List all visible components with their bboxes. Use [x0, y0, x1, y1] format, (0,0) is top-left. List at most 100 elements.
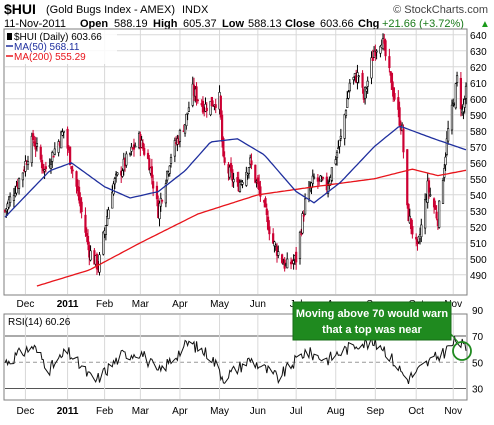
candle-body — [330, 167, 334, 181]
candle-body — [125, 153, 128, 166]
candle-body — [187, 107, 190, 112]
rsi-x-tick-label: Dec — [17, 406, 35, 417]
candle-body — [107, 209, 110, 220]
price-tick-label: 630 — [470, 47, 487, 58]
price-legend-swatch — [7, 33, 12, 40]
index-name: (Gold Bugs Index - AMEX) — [46, 4, 175, 16]
quote-date: 11-Nov-2011 — [4, 18, 66, 30]
low-label: Low — [222, 18, 244, 30]
candle-body — [298, 231, 302, 259]
candle-body — [62, 130, 65, 133]
close-value: 603.66 — [320, 18, 354, 30]
candle-body — [334, 159, 337, 165]
candle-body — [379, 46, 382, 54]
candle-body — [15, 185, 18, 194]
candle-body — [429, 194, 432, 197]
candle-body — [343, 114, 346, 139]
candle-body — [384, 40, 387, 57]
exchange-label: INDX — [182, 4, 209, 16]
candle-body — [169, 157, 173, 164]
open-value: 588.19 — [114, 18, 148, 30]
candle-body — [447, 128, 450, 142]
candle-body — [455, 75, 459, 83]
rsi-x-tick-label: Jun — [250, 406, 266, 417]
annotation-text: Moving above 70 would warn that a top was… — [296, 308, 448, 336]
high-label: High — [153, 18, 178, 30]
price-tick-label: 640 — [470, 31, 487, 42]
rsi-x-tick-label: Mar — [132, 406, 150, 417]
candle-body — [113, 178, 116, 185]
price-x-tick-label: Apr — [172, 299, 188, 310]
candle-body — [321, 177, 325, 179]
candle-body — [264, 198, 267, 208]
candle-body — [366, 80, 369, 87]
candle-body — [209, 100, 212, 115]
candle-body — [398, 107, 401, 126]
candle-body — [393, 92, 396, 100]
legend-ma50: MA(50) 568.11 — [14, 42, 80, 53]
candle-body — [168, 165, 171, 174]
price-x-tick-label: 2011 — [57, 299, 79, 310]
candle-body — [375, 50, 378, 53]
rsi-x-tick-label: Apr — [172, 406, 188, 417]
candle-body — [205, 107, 208, 112]
candle-body — [210, 96, 213, 107]
price-tick-label: 540 — [470, 191, 487, 202]
candle-body — [84, 214, 87, 233]
rsi-x-tick-label: Feb — [96, 406, 114, 417]
candle-body — [415, 236, 418, 240]
candle-body — [338, 139, 341, 147]
candle-body — [195, 86, 198, 102]
price-tick-label: 570 — [470, 143, 487, 154]
open-label: Open — [80, 18, 108, 30]
candle-body — [357, 75, 360, 78]
annotation-line: that a top was near — [322, 324, 422, 336]
candle-body — [17, 178, 21, 189]
candle-body — [102, 231, 105, 255]
candle-body — [9, 196, 12, 203]
candle-body — [98, 254, 101, 273]
candle-body — [21, 172, 24, 181]
candle-body — [160, 199, 164, 202]
candle-body — [150, 166, 153, 178]
candle-body — [66, 128, 69, 149]
candle-body — [411, 226, 414, 235]
chg-value: +21.66 (+3.72%) — [382, 18, 464, 30]
candle-body — [312, 176, 316, 179]
rsi-legend: RSI(14) 60.26 — [8, 317, 71, 328]
candle-body — [44, 166, 47, 170]
rsi-panel — [3, 313, 468, 401]
candle-body — [53, 148, 56, 155]
candle-body — [69, 146, 72, 166]
candle-body — [320, 179, 323, 181]
price-x-tick-label: Jun — [250, 299, 266, 310]
candle-body — [283, 259, 286, 269]
price-x-tick-label: Feb — [96, 299, 114, 310]
price-tick-label: 550 — [470, 175, 487, 186]
candle-body — [49, 164, 53, 169]
candle-body — [173, 140, 176, 157]
candle-body — [302, 214, 305, 217]
candle-body — [141, 142, 145, 149]
candle-body — [71, 169, 74, 172]
candle-body — [35, 143, 39, 147]
candle-body — [361, 72, 364, 88]
candle-body — [52, 155, 55, 158]
candle-body — [301, 213, 304, 234]
candle-body — [434, 205, 437, 210]
candle-body — [220, 114, 224, 142]
candle-body — [223, 157, 226, 163]
candle-body — [241, 181, 244, 185]
price-tick-label: 610 — [470, 79, 487, 90]
candle-body — [146, 152, 150, 159]
candle-body — [106, 216, 109, 226]
ma50-line — [4, 125, 467, 218]
candle-body — [464, 85, 468, 99]
candle-body — [219, 95, 222, 118]
candle-body — [75, 171, 78, 187]
candle-body — [232, 179, 235, 183]
candle-body — [178, 130, 182, 142]
price-tick-label: 620 — [470, 63, 487, 74]
candle-body — [42, 163, 45, 171]
candle-body — [365, 88, 368, 92]
